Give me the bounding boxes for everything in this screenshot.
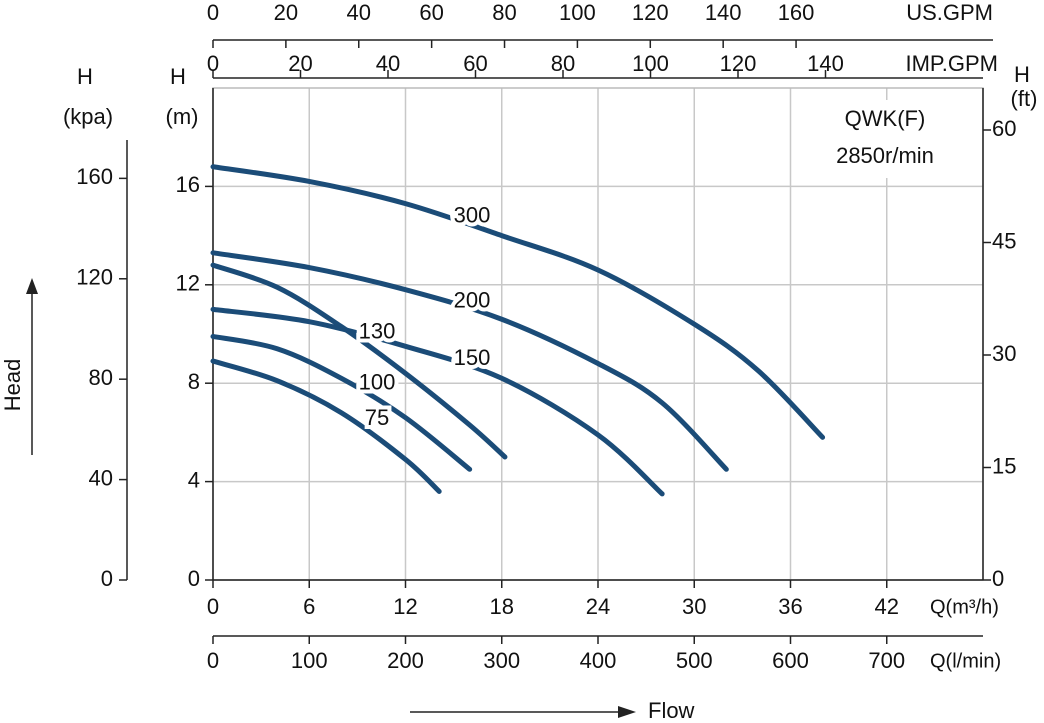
head-label: Head bbox=[0, 359, 25, 412]
x-tick-label: 18 bbox=[490, 594, 514, 619]
y2-tick-label: 30 bbox=[992, 341, 1016, 366]
x3-tick-label: 40 bbox=[376, 51, 400, 76]
x3-tick-label: 140 bbox=[807, 51, 844, 76]
x-tick-label: 0 bbox=[207, 594, 219, 619]
x-tick-label: 30 bbox=[682, 594, 706, 619]
chart-title: QWK(F) bbox=[845, 106, 926, 131]
x2-tick-label: 40 bbox=[347, 0, 371, 25]
x4-tick-label: 500 bbox=[676, 648, 713, 673]
y3-label-unit: (kpa) bbox=[63, 104, 113, 129]
curve bbox=[210, 333, 473, 472]
x2-label: US.GPM bbox=[906, 0, 993, 25]
x4-tick-label: 0 bbox=[207, 648, 219, 673]
x4-tick-label: 400 bbox=[580, 648, 617, 673]
curve-label: 75 bbox=[365, 405, 389, 430]
curve-label: 100 bbox=[359, 369, 396, 394]
y-tick-label: 12 bbox=[176, 271, 200, 296]
head-arrow-head bbox=[26, 278, 38, 294]
x3-tick-label: 60 bbox=[463, 51, 487, 76]
y-tick-label: 8 bbox=[188, 369, 200, 394]
x2-tick-label: 140 bbox=[705, 0, 742, 25]
y-label-unit: (m) bbox=[166, 104, 199, 129]
x4-tick-label: 600 bbox=[772, 648, 809, 673]
x-tick-label: 12 bbox=[393, 594, 417, 619]
flow-label: Flow bbox=[648, 698, 695, 723]
x4-tick-label: 100 bbox=[291, 648, 328, 673]
flow-arrow-head bbox=[618, 706, 636, 718]
y-tick-label: 0 bbox=[188, 566, 200, 591]
x3-tick-label: 20 bbox=[288, 51, 312, 76]
x2-tick-label: 20 bbox=[274, 0, 298, 25]
y-tick-label: 16 bbox=[176, 172, 200, 197]
info-box bbox=[812, 100, 962, 178]
x3-tick-label: 100 bbox=[632, 51, 669, 76]
y3-tick-label: 80 bbox=[89, 365, 113, 390]
x3-tick-label: 0 bbox=[207, 51, 219, 76]
y2-label-unit: (ft) bbox=[1011, 86, 1038, 111]
x3-tick-label: 80 bbox=[551, 51, 575, 76]
x2-tick-label: 160 bbox=[778, 0, 815, 25]
curve bbox=[210, 306, 665, 497]
curve bbox=[210, 164, 826, 440]
y-label: H bbox=[170, 64, 186, 89]
x2-tick-label: 100 bbox=[559, 0, 596, 25]
y2-tick-label: 0 bbox=[992, 566, 1004, 591]
y-tick-label: 4 bbox=[188, 467, 200, 492]
curve-label: 300 bbox=[454, 203, 491, 228]
y3-tick-label: 120 bbox=[76, 265, 113, 290]
x2-tick-label: 120 bbox=[632, 0, 669, 25]
x2-tick-label: 80 bbox=[492, 0, 516, 25]
x2-tick-label: 60 bbox=[419, 0, 443, 25]
curve bbox=[210, 262, 508, 460]
x-tick-label: 24 bbox=[586, 594, 610, 619]
x4-tick-label: 300 bbox=[483, 648, 520, 673]
x4-tick-label: 700 bbox=[868, 648, 905, 673]
x-tick-label: 6 bbox=[303, 594, 315, 619]
y2-tick-label: 60 bbox=[992, 116, 1016, 141]
x-tick-label: 36 bbox=[778, 594, 802, 619]
curve-label: 130 bbox=[359, 319, 396, 344]
x3-label: IMP.GPM bbox=[905, 51, 998, 76]
x-tick-label: 42 bbox=[875, 594, 899, 619]
y3-tick-label: 0 bbox=[101, 566, 113, 591]
x4-label: Q(l/min) bbox=[930, 650, 1001, 672]
x3-tick-label: 120 bbox=[720, 51, 757, 76]
curve-label: 150 bbox=[454, 345, 491, 370]
curve bbox=[210, 358, 442, 494]
chart-subtitle: 2850r/min bbox=[836, 143, 934, 168]
x2-tick-label: 0 bbox=[207, 0, 219, 25]
x4-tick-label: 200 bbox=[387, 648, 424, 673]
x-label: Q(m³/h) bbox=[930, 596, 999, 618]
y2-label: H bbox=[1014, 62, 1030, 87]
y2-tick-label: 45 bbox=[992, 228, 1016, 253]
y3-tick-label: 40 bbox=[89, 465, 113, 490]
y3-tick-label: 160 bbox=[76, 164, 113, 189]
curve-label: 200 bbox=[454, 288, 491, 313]
y3-label: H bbox=[77, 64, 93, 89]
curve bbox=[210, 250, 729, 472]
y2-tick-label: 15 bbox=[992, 453, 1016, 478]
